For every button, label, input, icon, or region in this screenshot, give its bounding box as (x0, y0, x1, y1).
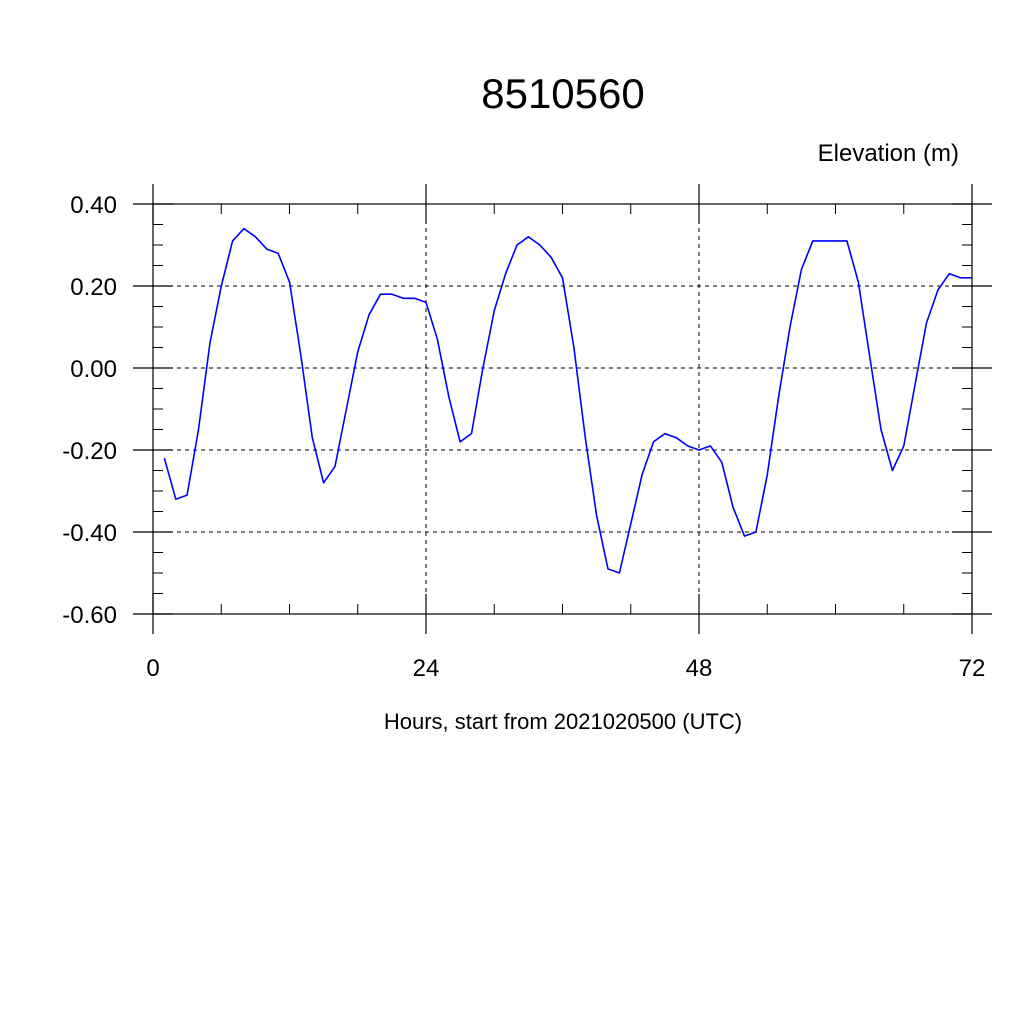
y-tick-label: -0.60 (62, 602, 117, 629)
plot-border (152, 203, 973, 615)
x-tick-label: 24 (413, 655, 440, 682)
y-tick-label: -0.20 (62, 438, 117, 465)
y-tick-label: 0.40 (70, 192, 117, 219)
y-axis-label: Elevation (m) (818, 140, 959, 167)
y-tick-label: -0.40 (62, 520, 117, 547)
x-tick-label: 72 (959, 655, 986, 682)
series-layer (163, 227, 972, 574)
axis-ticks (133, 184, 992, 634)
grid-lines (153, 203, 972, 614)
x-tick-label: 48 (686, 655, 713, 682)
x-tick-label: 0 (146, 655, 159, 682)
chart-title: 8510560 (481, 70, 645, 117)
x-axis-label: Hours, start from 2021020500 (UTC) (384, 709, 742, 734)
elevation-series-line (163, 227, 972, 574)
y-tick-label: 0.00 (70, 356, 117, 383)
plot-frame (152, 203, 973, 615)
tick-labels: 0 24 48 72 0.40 0.20 0.00 -0.20 -0.40 -0.60 (62, 192, 985, 682)
y-tick-label: 0.20 (70, 274, 117, 301)
